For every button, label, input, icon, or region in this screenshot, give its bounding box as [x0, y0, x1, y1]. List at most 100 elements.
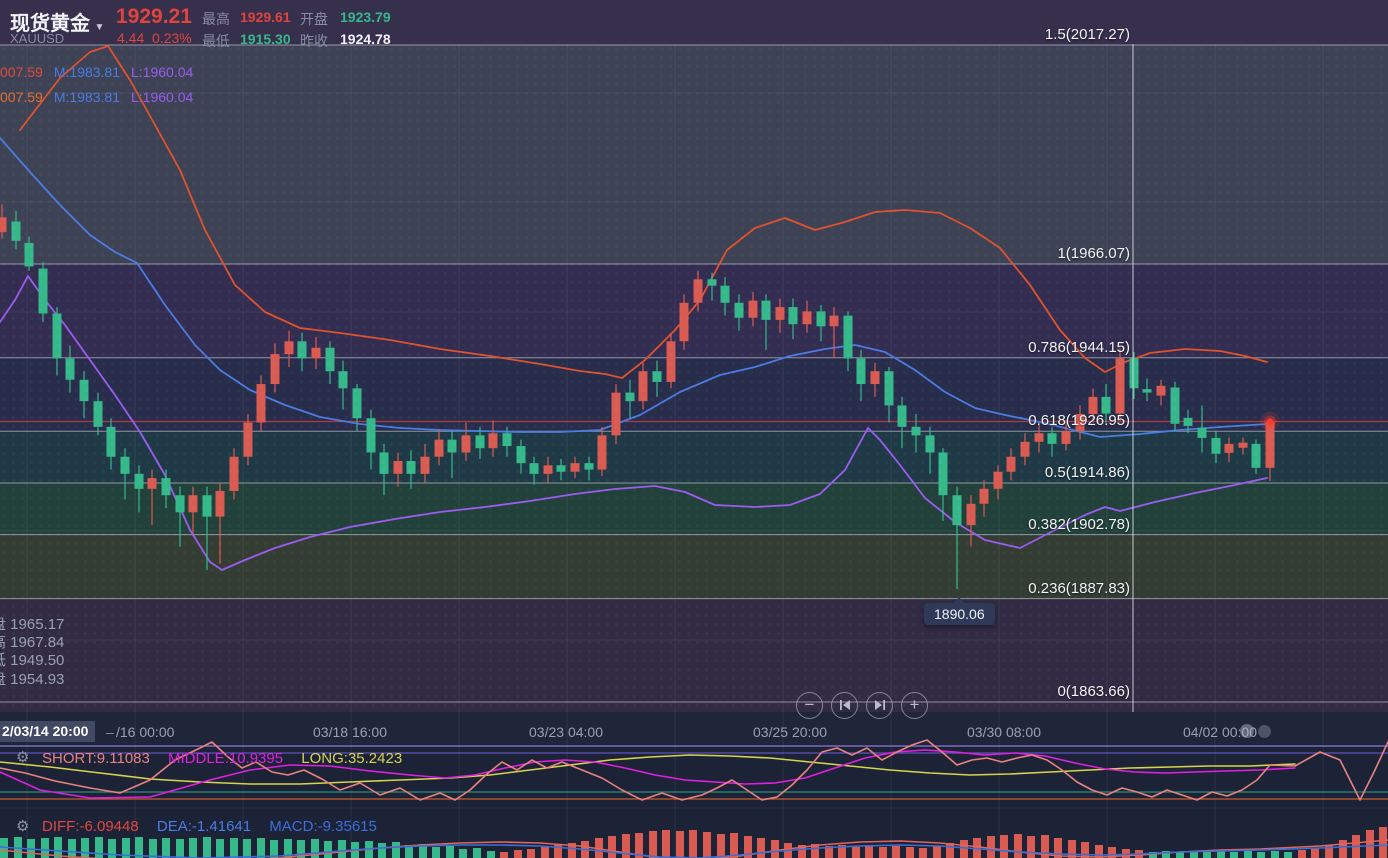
last-price: 1929.21 — [116, 5, 192, 28]
macd-histogram-bar — [662, 830, 670, 858]
stat-value-high: 1929.61 — [240, 9, 291, 25]
candle-body — [243, 422, 253, 457]
macd-histogram-bar — [960, 840, 968, 858]
candle-body — [829, 315, 839, 327]
change-percent: 0.23% — [152, 30, 192, 46]
scroll-indicator-dot[interactable] — [1240, 724, 1254, 738]
stat-label-prev-close: 昨收 — [300, 33, 328, 49]
candle-body — [1211, 437, 1221, 454]
candle-body — [406, 461, 416, 474]
macd-histogram-bar — [338, 840, 346, 858]
symbol-code: XAUUSD — [10, 31, 65, 46]
skip-to-end-button[interactable] — [866, 692, 893, 719]
zoom-out-button[interactable]: − — [796, 692, 823, 719]
macd-histogram-bar — [568, 843, 576, 858]
candle-body — [816, 311, 826, 327]
price-zone — [0, 264, 1388, 358]
scroll-indicator-dot[interactable] — [1258, 725, 1271, 738]
candle-body — [161, 478, 171, 496]
macd-histogram-bar — [1068, 840, 1076, 858]
macd-histogram-bar — [1366, 830, 1374, 858]
macd-histogram-bar — [1379, 827, 1387, 858]
macd-histogram-bar — [1284, 852, 1292, 858]
candle-body — [884, 371, 894, 406]
time-axis-strip[interactable] — [0, 712, 1388, 744]
price-zone — [0, 483, 1388, 535]
candle-body — [597, 435, 607, 470]
candle-body — [1265, 421, 1275, 468]
candle-body — [707, 279, 717, 286]
macd-histogram-bar — [1041, 835, 1049, 858]
candle-body — [693, 279, 703, 303]
candle-body — [502, 433, 512, 447]
macd-histogram-bar — [892, 846, 900, 858]
macd-histogram-bar — [730, 833, 738, 858]
macd-histogram-bar — [1339, 840, 1347, 858]
left-ohlc-label: 盘 1965.17 — [0, 616, 65, 633]
time-axis-label: 03/25 20:00 — [753, 724, 827, 740]
fib-level-label: 0.786(1944.15) — [1028, 338, 1130, 356]
candle-body — [1197, 427, 1207, 438]
zoom-in-button[interactable]: + — [901, 692, 928, 719]
indicator-line — [0, 839, 1388, 858]
candle-body — [1115, 358, 1125, 414]
candle-body — [584, 463, 594, 470]
kdj-settings-gear-icon[interactable]: ⚙ — [16, 749, 30, 766]
macd-histogram-bar — [149, 839, 157, 858]
macd-histogram-bar — [1000, 835, 1008, 858]
macd-histogram-bar — [703, 832, 711, 858]
candle-body — [120, 456, 130, 474]
macd-histogram-bar — [852, 847, 860, 858]
low-price-tooltip: 1890.06 — [924, 597, 995, 625]
price-zone — [0, 534, 1388, 599]
candle-body — [65, 358, 75, 380]
candle-body — [1061, 431, 1071, 444]
macd-histogram-bar — [987, 836, 995, 858]
candle-body — [570, 463, 580, 472]
candle-body — [352, 388, 362, 419]
macd-histogram-bar — [595, 838, 603, 858]
macd-histogram-bar — [1271, 851, 1279, 858]
symbol-selector[interactable]: 现货黄金 ▼ — [10, 7, 104, 36]
candle-body — [79, 379, 89, 402]
macd-histogram-bar — [257, 838, 265, 858]
macd-settings-gear-icon[interactable]: ⚙ — [16, 818, 30, 835]
price-zone — [0, 431, 1388, 483]
time-axis-dash: – — [106, 724, 114, 740]
candle-body — [625, 392, 635, 402]
candle-body — [1156, 385, 1166, 396]
candle-body — [1101, 396, 1111, 414]
time-axis-label: 03/18 16:00 — [313, 724, 387, 740]
macd-histogram-bar — [1176, 852, 1184, 858]
skip-to-start-button[interactable] — [831, 692, 858, 719]
macd-histogram-bar — [541, 847, 549, 858]
candle-body — [188, 495, 198, 513]
indicator-line — [0, 754, 1296, 785]
time-axis-label: 04/02 00:00 — [1183, 724, 1257, 740]
candle-body — [202, 495, 212, 517]
macd-histogram-bar — [203, 837, 211, 858]
macd-histogram-bar — [459, 849, 467, 858]
macd-histogram-bar — [243, 839, 251, 858]
time-axis-label: 03/30 08:00 — [967, 724, 1041, 740]
macd-histogram-bar — [622, 834, 630, 858]
macd-histogram-bar — [324, 841, 332, 858]
macd-diff-value: DIFF:-6.09448 — [42, 818, 139, 835]
macd-histogram-bar — [1095, 845, 1103, 858]
fib-level-label: 0.618(1926.95) — [1028, 412, 1130, 430]
macd-histogram-bar — [54, 837, 62, 858]
macd-histogram-bar — [270, 840, 278, 858]
price-zone — [0, 45, 1388, 264]
stat-value-open: 1923.79 — [340, 9, 391, 25]
candle-body — [911, 426, 921, 436]
candle-body — [52, 313, 62, 359]
candle-body — [1170, 387, 1180, 424]
indicator-line — [0, 739, 1388, 801]
fib-level-label: 0.382(1902.78) — [1028, 515, 1130, 533]
macd-histogram-bar — [514, 850, 522, 858]
candle-body — [434, 439, 444, 457]
candle-body — [447, 439, 457, 453]
boll-legend-row: 007.59 M:1983.81 L:1960.04 — [0, 89, 204, 105]
macd-histogram-bar — [527, 849, 535, 858]
